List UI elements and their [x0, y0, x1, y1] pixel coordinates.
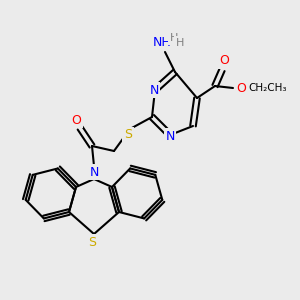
Text: O: O	[219, 55, 229, 68]
Text: S: S	[88, 236, 96, 248]
Text: NH: NH	[153, 37, 171, 50]
Text: O: O	[71, 113, 81, 127]
Text: N: N	[165, 130, 175, 142]
Text: N: N	[89, 166, 99, 178]
Text: N: N	[149, 83, 159, 97]
Text: CH₂CH₃: CH₂CH₃	[249, 83, 287, 93]
Text: H: H	[170, 33, 178, 43]
Text: O: O	[236, 82, 246, 94]
Text: H: H	[176, 38, 184, 48]
Text: S: S	[124, 128, 132, 142]
